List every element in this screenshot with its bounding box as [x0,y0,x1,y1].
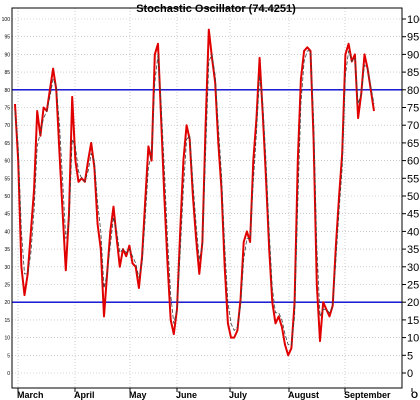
y-tick-label-left: 95 [4,35,10,41]
y-tick-label-right: 50 [407,191,419,203]
y-tick-label-right: 60 [407,156,419,168]
y-tick-label-right: 45 [407,209,419,221]
y-tick-label-left: 0 [7,371,10,377]
x-tick-label: O [411,390,418,400]
y-tick-label-left: 20 [4,300,10,306]
y-tick-label-right: 95 [407,32,419,44]
y-tick-label-right: 40 [407,226,419,238]
y-tick-label-right: 100 [407,14,420,26]
y-tick-label-left: 60 [4,159,10,165]
y-axis-right-ticks: 0 5 10 15 20 25 30 35 40 45 50 55 60 65 70 75 80 85 90 95 10… [402,14,420,380]
chart-title: Stochastic Oscillator (74.4251) [136,3,296,15]
y-tick-label-left: 45 [4,212,10,218]
y-tick-label-left: 55 [4,176,10,182]
y-tick-label-left: 75 [4,106,10,112]
x-tick-label: September [344,390,391,400]
y-tick-label-left: 40 [4,229,10,235]
y-tick-label-left: 85 [4,70,10,76]
y-tick-label-left: 30 [4,265,10,271]
plot-frame [11,7,403,389]
x-tick-label: August [288,390,319,400]
y-tick-label-right: 85 [407,67,419,79]
y-tick-label-left: 15 [4,318,10,324]
y-tick-label-right: 65 [407,138,419,150]
y-tick-label-right: 5 [407,350,413,362]
x-tick-label: July [229,390,247,400]
y-tick-label-left: 100 [2,17,11,23]
y-tick-label-left: 35 [4,247,10,253]
y-tick-label-left: 25 [4,283,10,289]
y-tick-label-right: 0 [407,368,413,380]
y-tick-label-right: 30 [407,262,419,274]
y-tick-label-right: 90 [407,49,419,61]
x-tick-label: June [176,390,197,400]
y-tick-label-left: 50 [4,194,10,200]
y-tick-label-left: 70 [4,123,10,129]
y-tick-label-left: 10 [4,336,10,342]
series-line-dashed [14,50,375,346]
y-tick-label-right: 10 [407,333,419,345]
x-tick-label: March [17,390,44,400]
y-tick-label-right: 55 [407,173,419,185]
y-tick-label-right: 25 [407,280,419,292]
x-tick-label: April [74,390,95,400]
y-tick-label-right: 35 [407,244,419,256]
series-line-solid [14,28,375,357]
y-tick-label-right: 80 [407,85,419,97]
x-axis-month-labels: March April May June July August September O [17,388,418,400]
y-tick-label-left: 5 [7,353,10,359]
y-tick-label-right: 70 [407,120,419,132]
y-tick-label-left: 90 [4,52,10,58]
y-tick-label-left: 80 [4,88,10,94]
y-tick-label-left: 65 [4,141,10,147]
series-lines [14,28,375,357]
y-tick-label-right: 15 [407,315,419,327]
y-axis-left-ticks: 0 5 10 15 20 25 30 35 40 45 50 55 60 65 70 75 80 85 90 95 10… [2,17,11,377]
x-tick-label: May [129,390,147,400]
y-tick-label-right: 20 [407,297,419,309]
y-tick-label-right: 75 [407,103,419,115]
